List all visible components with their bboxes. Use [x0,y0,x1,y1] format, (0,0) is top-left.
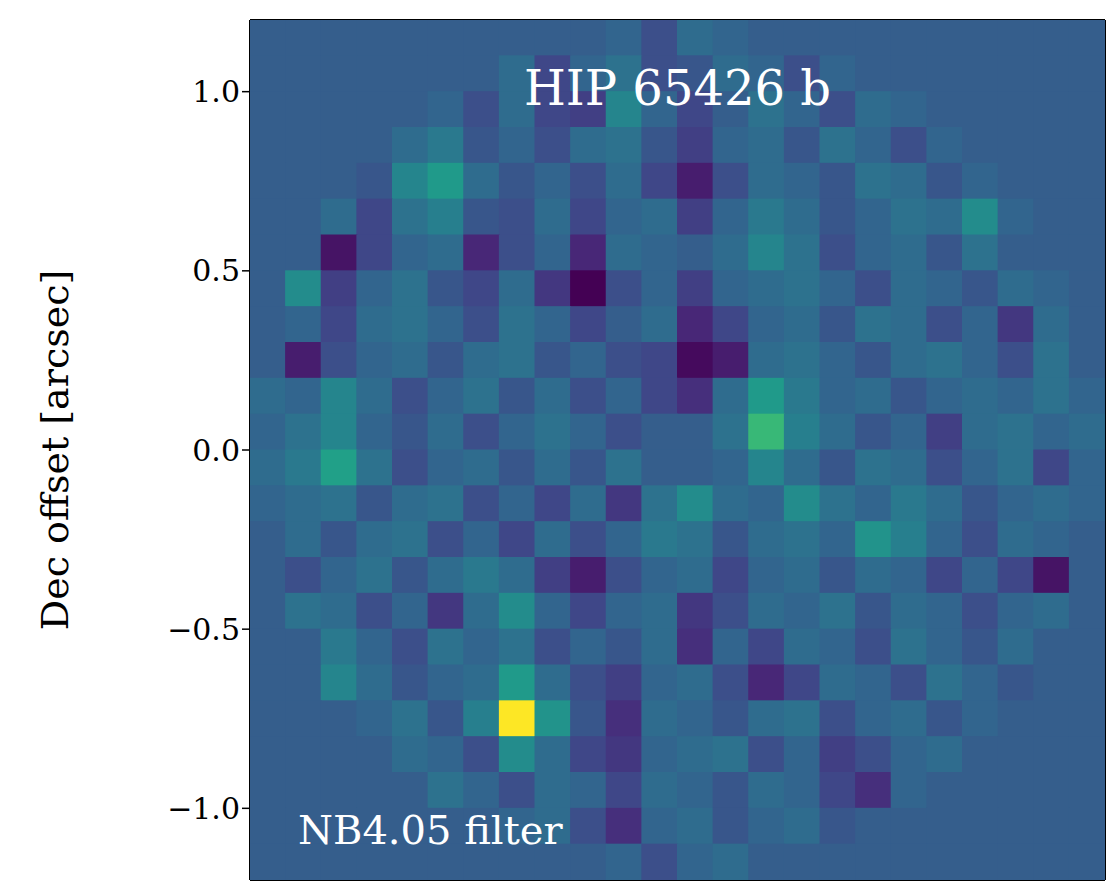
svg-text:−0.5: −0.5 [167,612,240,647]
svg-text:−1.0: −1.0 [167,791,240,826]
svg-text:1.0: 1.0 [192,74,240,109]
svg-text:0.5: 0.5 [192,253,240,288]
html-text:NB4.05 filter: NB4.05 filter [298,807,563,853]
html-text:HIP 65426 b: HIP 65426 b [524,60,831,116]
svg-text:Dec offset [arcsec]: Dec offset [arcsec] [33,270,77,631]
svg-text:0.0: 0.0 [192,433,240,468]
